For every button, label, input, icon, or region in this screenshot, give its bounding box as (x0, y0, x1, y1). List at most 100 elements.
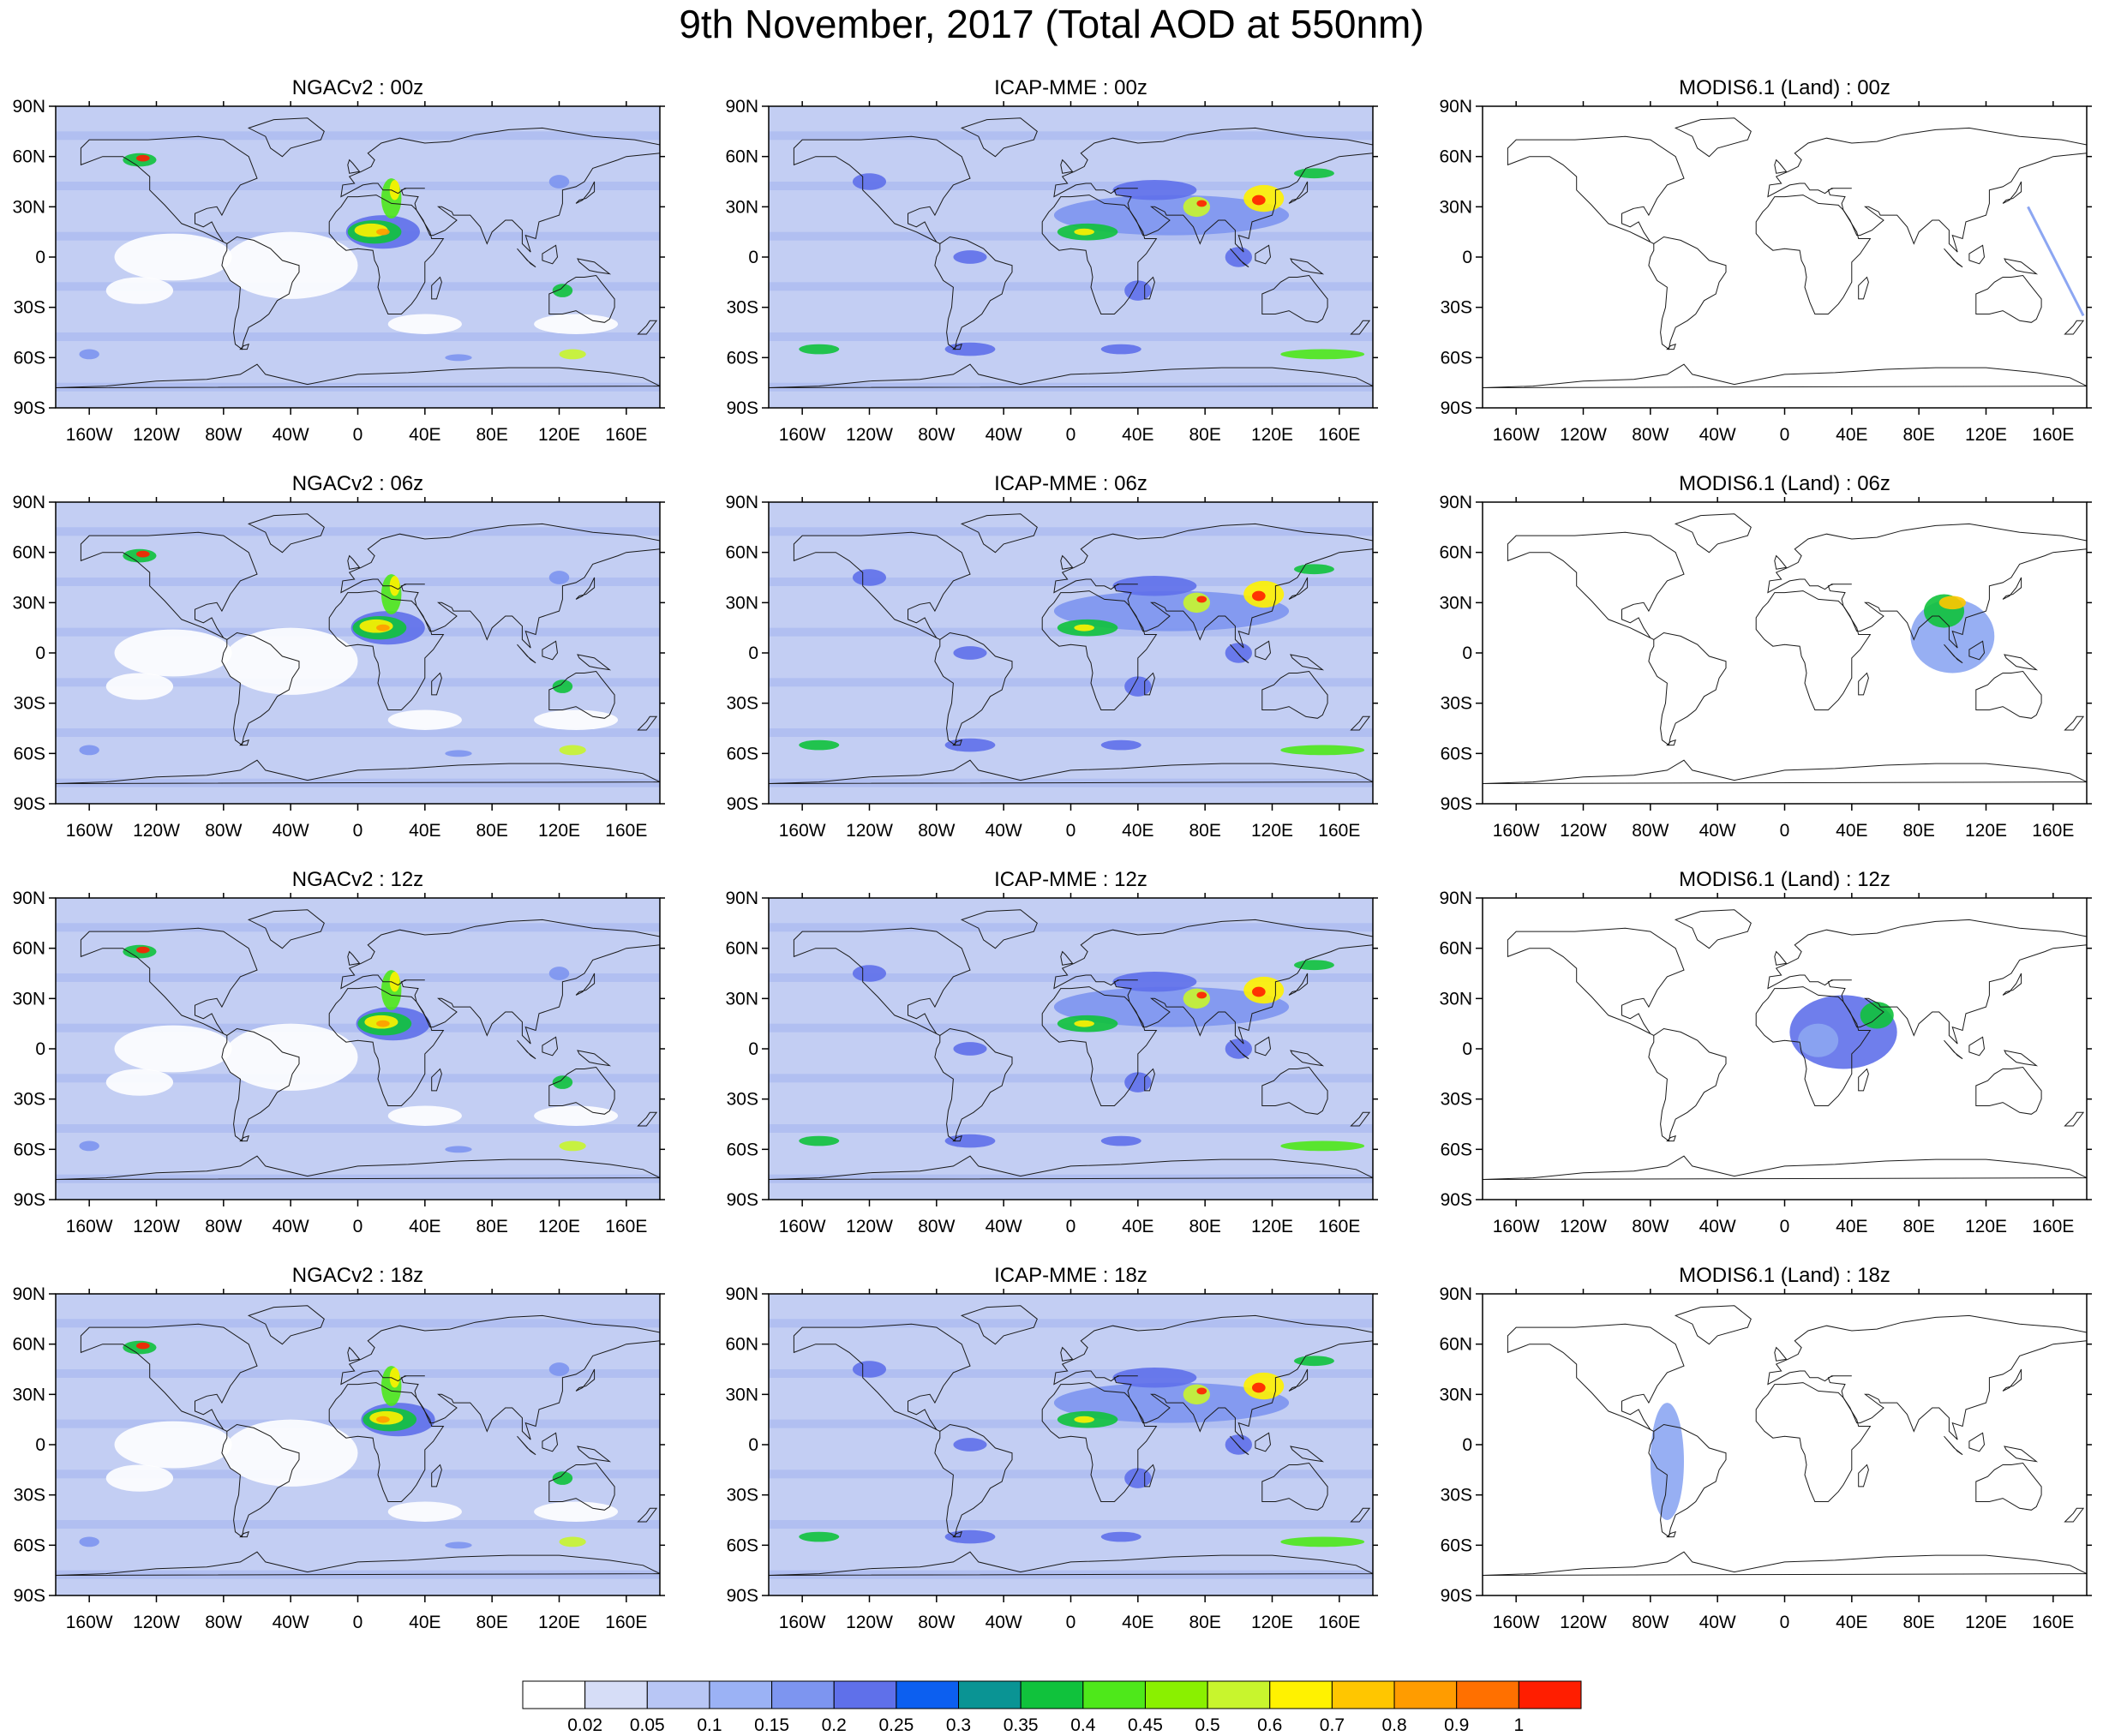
aod-feature (105, 673, 174, 700)
coastline (1975, 1066, 2042, 1115)
coastline (347, 950, 361, 966)
lon-tick-label: 80E (1902, 1613, 1934, 1632)
lat-tick-label: 60N (1439, 1335, 1472, 1355)
aod-feature (799, 1135, 840, 1146)
coastline (340, 919, 660, 1045)
lat-tick-label: 90S (727, 1190, 758, 1210)
lat-tick-label: 60S (14, 1535, 45, 1555)
map-panel: ICAP-MME : 06z 90N 60N 30N 0 30S 60S 90S 160W 120… (713, 471, 1390, 857)
coastline (1350, 715, 1371, 731)
aod-band (56, 1074, 660, 1083)
aod-feature (136, 550, 150, 558)
lon-tick-label: 0 (1780, 425, 1790, 445)
aod-field (1483, 898, 2087, 1200)
aod-feature (534, 1501, 619, 1522)
coastline (1968, 1036, 1986, 1057)
lat-tick-label: 90N (12, 1284, 45, 1304)
coastline (934, 236, 1013, 350)
coastline (431, 672, 442, 696)
coastline (934, 1027, 1013, 1142)
lon-tick-label: 0 (1780, 821, 1790, 841)
lon-tick-label: 160W (66, 1613, 113, 1632)
lat-tick-label: 0 (1462, 644, 1472, 663)
aod-feature (114, 629, 232, 677)
colorbar-label: 0.6 (1257, 1715, 1283, 1735)
world-map: 90N 60N 30N 0 30S 60S 90S 160W 120W 80W 40W 0 40E 80E… (725, 889, 1378, 1236)
colorbar-swatch (1393, 1680, 1458, 1709)
aod-band (56, 578, 660, 586)
lon-tick-label: 80W (205, 425, 242, 445)
aod-feature (114, 1421, 232, 1469)
aod-band (56, 1369, 660, 1378)
aod-feature (852, 569, 887, 586)
lon-tick-label: 40W (273, 821, 309, 841)
world-map: 90N 60N 30N 0 30S 60S 90S 160W 120W 80W 40W 0 40E 80E… (1439, 1284, 2092, 1632)
lat-tick-label: 0 (1462, 248, 1472, 267)
lon-tick-label: 80E (1902, 821, 1934, 841)
aod-feature (1124, 676, 1152, 697)
world-map: 90N 60N 30N 0 30S 60S 90S 160W 120W 80W 40W 0 40E 80E… (725, 1284, 1378, 1632)
coastline (1230, 1039, 1249, 1060)
lat-tick-label: 60N (1439, 147, 1472, 167)
coastline (575, 973, 596, 996)
aod-field (769, 1294, 1373, 1595)
aod-feature (389, 576, 400, 596)
coastline (247, 909, 325, 949)
aod-feature (387, 1105, 462, 1126)
world-map: 90N 60N 30N 0 30S 60S 90S 160W 120W 80W 40W 0 40E 80E… (1439, 493, 2092, 841)
coastline (575, 1368, 596, 1392)
lat-tick-label: 60S (1441, 348, 1472, 368)
lon-tick-label: 160E (2032, 1217, 2074, 1236)
aod-band (56, 1124, 660, 1133)
colorbar-label: 0.45 (1128, 1715, 1163, 1735)
aod-feature (559, 349, 586, 360)
coastline (577, 654, 612, 671)
lat-tick-label: 0 (748, 248, 758, 267)
coastline (1774, 1346, 1788, 1362)
coastline (769, 363, 1373, 388)
lat-tick-label: 30N (12, 593, 45, 613)
coastline (1483, 759, 2087, 784)
lon-tick-label: 40W (1699, 1613, 1736, 1632)
figure-title: 9th November, 2017 (Total AOD at 550nm) (679, 2, 1424, 46)
coastline (1144, 672, 1155, 696)
coastline (1041, 1382, 1158, 1502)
aod-feature (114, 233, 232, 281)
colorbar-label: 0.25 (878, 1715, 914, 1735)
aod-feature (944, 342, 996, 356)
coastline (1350, 1111, 1371, 1127)
aod-field (769, 106, 1373, 408)
coastline (1507, 135, 1685, 244)
lat-tick-label: 60N (725, 543, 758, 563)
lat-tick-label: 0 (35, 248, 45, 267)
lat-tick-label: 0 (35, 644, 45, 663)
lon-tick-label: 160E (1318, 1613, 1360, 1632)
lon-tick-label: 80E (1902, 425, 1934, 445)
coastline (2002, 1368, 2022, 1392)
lat-tick-label: 60S (1441, 744, 1472, 763)
aod-feature (1280, 349, 1365, 360)
lat-tick-label: 90S (14, 1190, 45, 1210)
coastline (2064, 715, 2085, 731)
aod-feature (852, 965, 887, 982)
coastline (56, 1551, 660, 1576)
coastline (347, 159, 361, 174)
lon-tick-label: 40W (986, 821, 1022, 841)
coastline (1290, 258, 1325, 275)
coastline (548, 1462, 615, 1511)
coastline (1944, 1039, 1963, 1060)
coastline (1255, 1432, 1272, 1452)
aod-band (769, 1074, 1373, 1083)
aod-field (1483, 1294, 2087, 1595)
colorbar-swatch (522, 1680, 586, 1709)
coastline (80, 1323, 258, 1432)
coastline (1290, 1050, 1325, 1067)
aod-feature (1183, 988, 1211, 1009)
aod-feature (799, 344, 840, 355)
lon-tick-label: 0 (353, 1613, 363, 1632)
lon-tick-label: 80E (1189, 425, 1220, 445)
lon-tick-label: 40E (1122, 1217, 1153, 1236)
lat-tick-label: 30N (12, 197, 45, 217)
aod-feature (105, 277, 174, 304)
coastline (2004, 1050, 2039, 1067)
